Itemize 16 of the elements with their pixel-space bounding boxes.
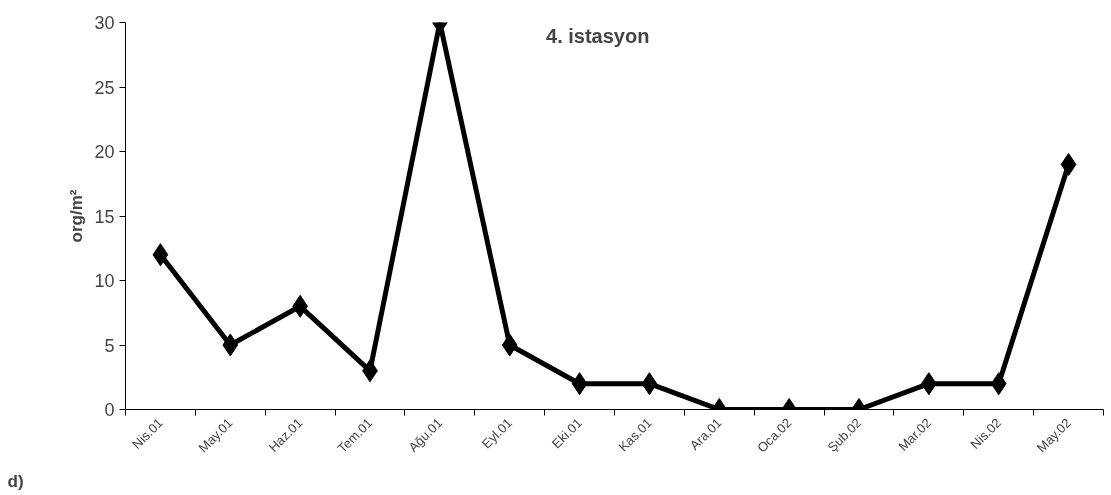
point [152, 243, 169, 267]
point [571, 372, 588, 396]
point [641, 372, 658, 396]
point [222, 333, 239, 357]
y-tick-label: 5 [104, 335, 115, 356]
y-tick-label: 25 [94, 77, 115, 98]
y-axis-title: org/m² [67, 189, 87, 243]
y-tick-label: 20 [94, 142, 115, 162]
y-tick-label: 15 [94, 206, 115, 227]
point [501, 333, 518, 357]
text: d) [7, 471, 24, 491]
y-tick-label: 30 [94, 13, 115, 33]
y-tick-label: 0 [104, 400, 115, 420]
point [990, 372, 1007, 396]
chart-title: 4. istasyon [546, 24, 650, 47]
y-tick-label: 10 [94, 271, 115, 291]
